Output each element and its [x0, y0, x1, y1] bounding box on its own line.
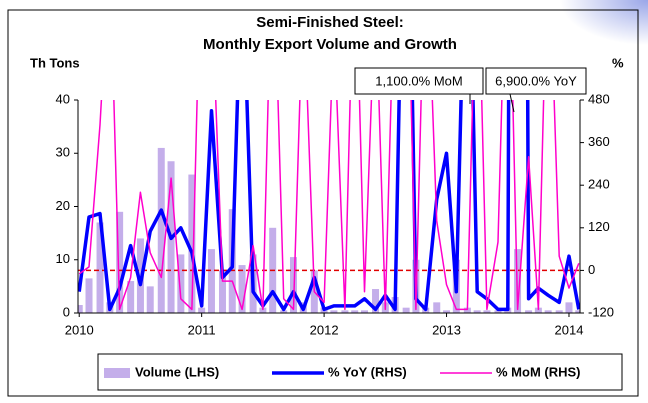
bar	[188, 174, 196, 313]
bar	[341, 310, 349, 313]
y-tick-label: 30	[56, 145, 70, 160]
y2-tick-label: 120	[588, 219, 610, 234]
annotation-box	[354, 67, 484, 95]
x-tick-label: 2010	[65, 322, 94, 337]
chart-frame	[7, 9, 639, 397]
bar	[198, 307, 206, 313]
legend	[97, 353, 623, 391]
bar	[473, 310, 481, 313]
bar	[177, 254, 185, 313]
axes: 0 10 20 30 40 -120 0 120 240 360 480 2010 2011 2012 20…	[56, 91, 615, 337]
bar	[351, 310, 359, 313]
y2-axis-label: %	[612, 55, 624, 70]
bar	[433, 302, 441, 313]
bar	[238, 265, 246, 313]
bar	[85, 278, 93, 313]
plot-area	[78, 100, 580, 313]
bar	[534, 307, 542, 313]
legend-swatch	[104, 368, 130, 378]
bar	[330, 310, 338, 313]
bar	[544, 310, 552, 313]
bar	[116, 211, 124, 313]
corner-decoration	[560, 0, 648, 45]
bar	[146, 286, 154, 313]
legend-entries: Volume (LHS) % YoY (RHS) % MoM (RHS)	[104, 364, 581, 379]
bar	[218, 270, 226, 313]
bar	[280, 310, 288, 313]
x-tick-label: 2013	[432, 322, 461, 337]
legend-label: % YoY (RHS)	[328, 364, 407, 379]
bar	[494, 310, 502, 313]
annotation-box	[485, 67, 587, 95]
annotation: 6,900.0% YoY	[495, 73, 577, 88]
bar	[443, 310, 451, 313]
bar	[525, 310, 533, 313]
bar	[463, 307, 471, 313]
bar	[575, 310, 580, 313]
bar	[372, 289, 380, 313]
y-tick-label: 10	[56, 251, 70, 266]
bar	[96, 222, 104, 313]
x-tick-label: 2011	[188, 322, 216, 337]
legend-label: % MoM (RHS)	[496, 364, 581, 379]
bar	[157, 147, 165, 313]
chart-title: Semi-Finished Steel:	[256, 14, 404, 31]
line	[78, 100, 580, 311]
y-tick-label: 40	[56, 91, 70, 106]
bar	[78, 305, 83, 313]
x-tick-label: 2014	[555, 322, 584, 337]
annotation: 1,100.0% MoM	[375, 73, 462, 88]
y2-tick-label: 240	[588, 177, 610, 192]
annotation-pointer	[509, 93, 515, 113]
bar	[555, 310, 563, 313]
y2-tick-label: 360	[588, 134, 610, 149]
y-axis-label: Th Tons	[30, 55, 80, 70]
y-tick-label: 20	[56, 198, 70, 213]
chart-subtitle: Monthly Export Volume and Growth	[203, 36, 457, 53]
bar	[402, 307, 410, 313]
y-tick-label: 0	[63, 304, 70, 319]
bar	[259, 307, 267, 313]
y2-tick-label: -120	[588, 304, 614, 319]
y2-tick-label: 0	[588, 262, 595, 277]
bar	[361, 310, 369, 313]
legend-label: Volume (LHS)	[135, 364, 219, 379]
bar	[207, 249, 215, 313]
line	[78, 100, 580, 312]
bar	[483, 310, 491, 313]
x-tick-label: 2012	[310, 322, 339, 337]
y2-tick-label: 480	[588, 91, 610, 106]
bar	[127, 281, 135, 313]
bar	[565, 302, 573, 313]
